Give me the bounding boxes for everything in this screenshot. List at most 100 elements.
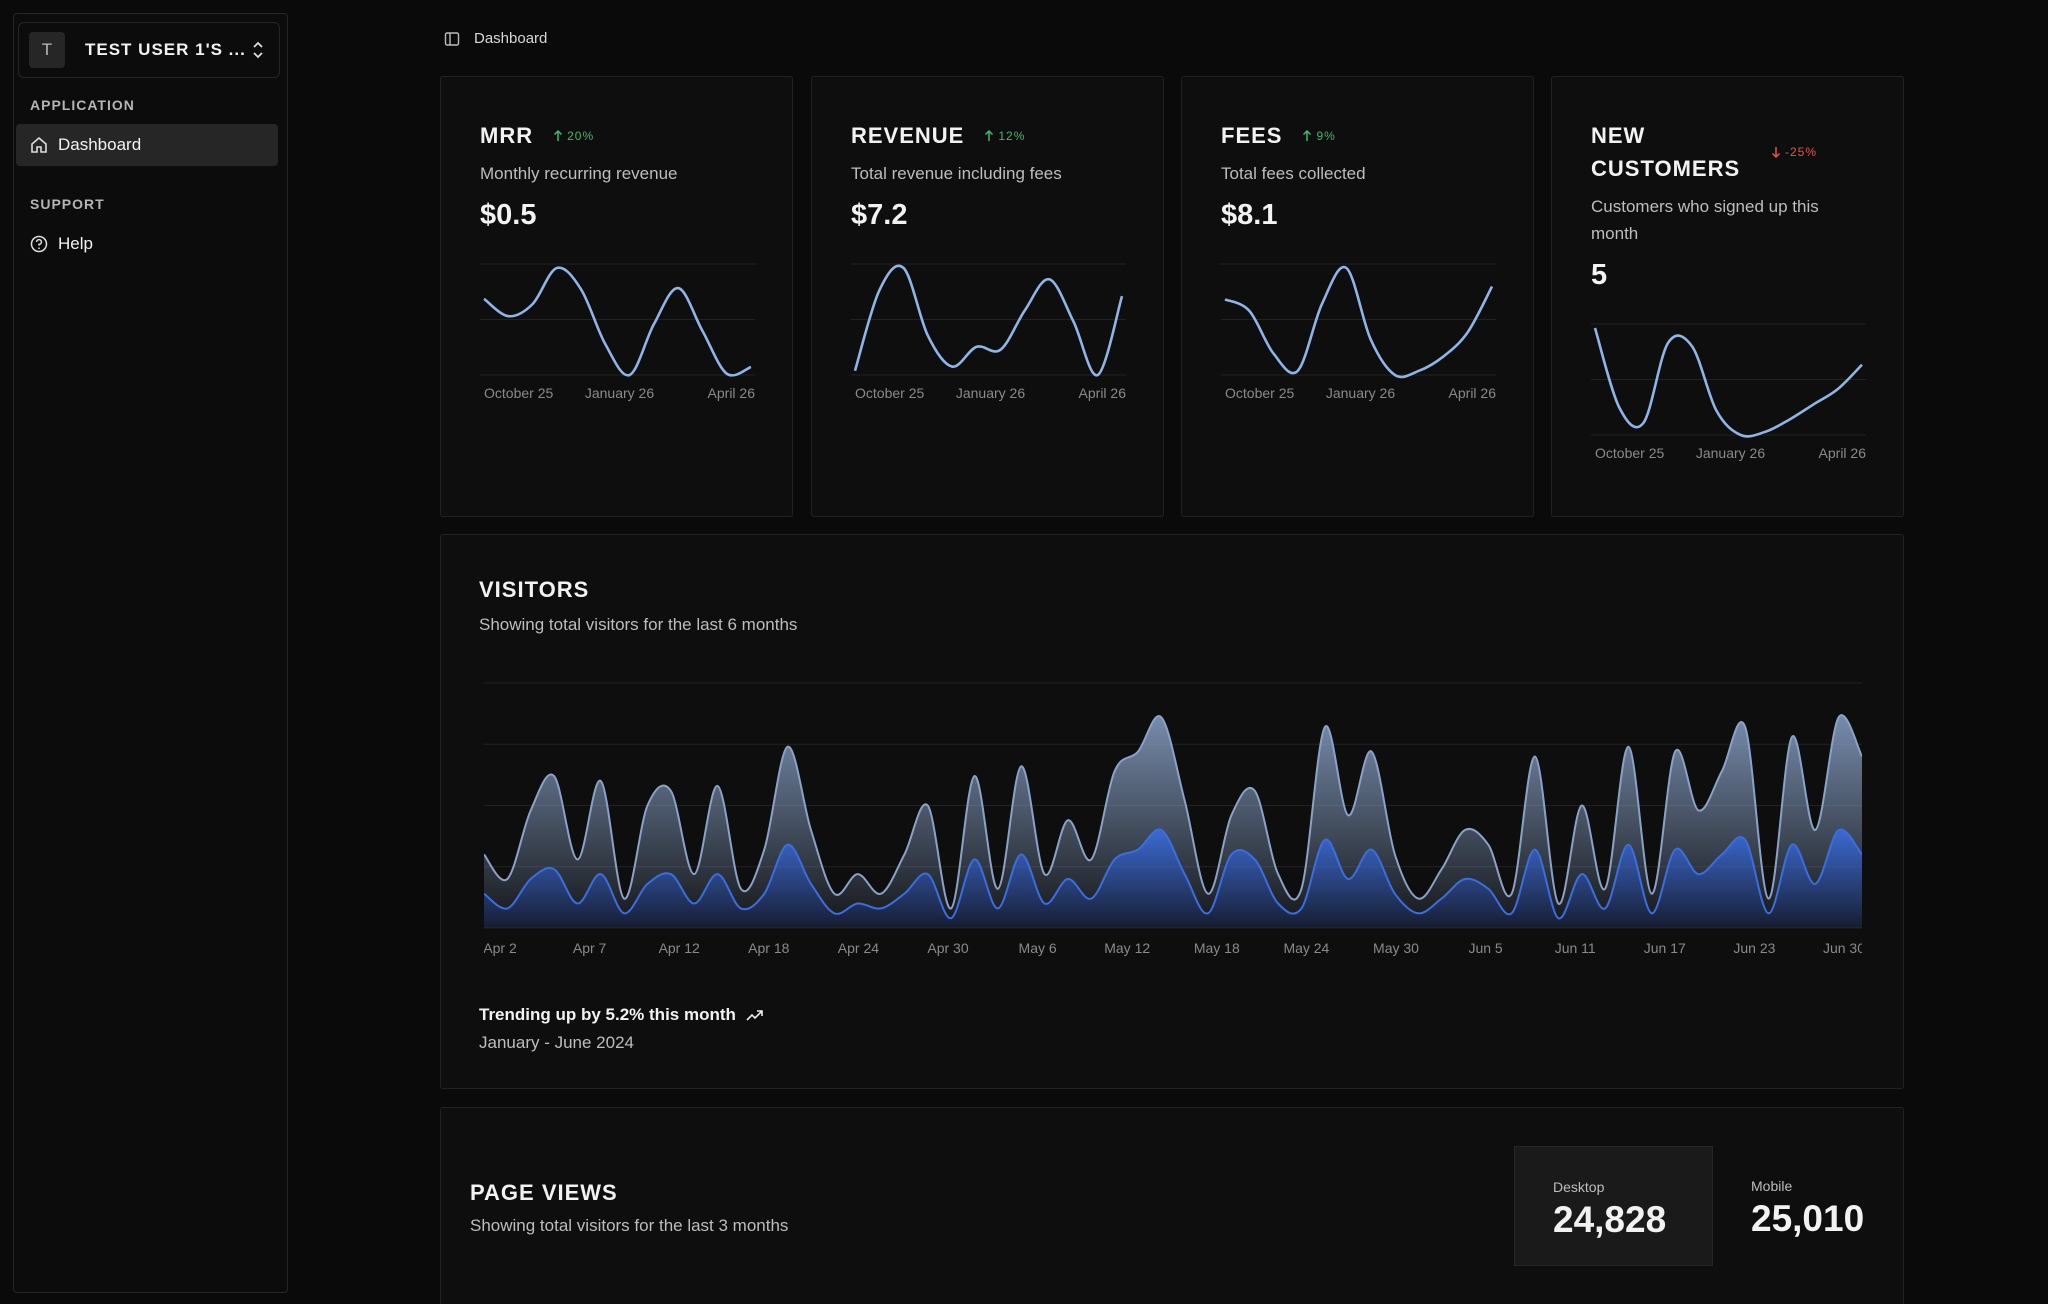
workspace-switcher[interactable]: T TEST USER 1'S ... [18,22,280,78]
nav-item[interactable]: Dashboard [16,124,278,166]
change-badge: 9% [1302,129,1335,143]
metric-value: $0.5 [480,199,537,231]
group-label: SUPPORT [30,196,105,212]
x-tick-label: May 30 [1373,940,1419,956]
x-tick-label: Apr 18 [748,940,789,956]
sparkline-chart: October 25 January 26 April 26 [480,263,755,401]
sparkline-chart: October 25 January 26 April 26 [1591,323,1867,461]
x-tick-label: Jun 5 [1468,940,1502,956]
x-tick-label: January 26 [1326,385,1395,401]
metric-value: $7.2 [851,199,908,231]
change-badge: -25% [1771,145,1817,159]
title-row: NEW CUSTOMERS -25% [1591,119,1864,185]
x-tick-label: October 25 [855,385,924,401]
help-icon [30,235,48,253]
arrow-shape [1771,147,1781,158]
card-subtitle: Monthly recurring revenue [480,164,678,183]
card-title: PAGE VIEWS [470,1180,618,1205]
x-tick-label: Jun 23 [1733,940,1775,956]
nav-item[interactable]: Help [16,223,278,265]
group-label: APPLICATION [30,97,135,113]
x-tick-label: October 25 [1595,445,1664,461]
workspace-name: TEST USER 1'S ... [85,40,246,59]
chevron-icon [253,41,263,59]
nav-label: Dashboard [58,135,142,154]
x-tick-label: January 26 [956,385,1025,401]
sparkline [483,266,752,377]
area-fill [484,715,1862,928]
card-subtitle: Showing total visitors for the last 3 mo… [470,1216,789,1235]
area-line [484,714,1862,910]
visitors-card: VISITORS Showing total visitors for the … [440,534,1904,1089]
x-tick-label: May 12 [1104,940,1150,956]
sparkline [853,264,1124,377]
stat-tile[interactable]: Mobile 25,010 [1713,1146,1903,1266]
metric-card: MRR 20% Monthly recurring revenue $0.5 Octob… [440,76,793,517]
card-title: NEW CUSTOMERS [1591,123,1741,181]
change-arrow [1303,129,1312,141]
trend-note: Trending up by 5.2% this month [479,1005,764,1025]
card-subtitle: Customers who signed up this month [1591,197,1819,243]
card-subtitle: Showing total visitors for the last 6 mo… [479,615,798,634]
sidebar: T TEST USER 1'S ... APPLICATION Dashboar… [13,13,288,1293]
metric-card: NEW CUSTOMERS -25% Customers who signed up… [1551,76,1904,517]
x-tick-label: January 26 [585,385,654,401]
stat-label: Mobile [1751,1178,1793,1194]
stat-tile[interactable]: Desktop 24,828 [1514,1146,1713,1266]
x-tick-label: Jun 30 [1823,940,1862,956]
area-fill [484,829,1862,928]
metric-value: 5 [1591,259,1608,291]
page-views-card: PAGE VIEWS Showing total visitors for th… [440,1107,1904,1304]
card-subtitle: Total revenue including fees [851,164,1062,183]
x-tick-label: Apr 30 [927,940,968,956]
stat-value: 24,828 [1553,1199,1667,1240]
home-icon [31,136,47,153]
title-row: REVENUE 12% [851,119,1124,152]
x-tick-label: May 6 [1019,940,1057,956]
change-badge: 12% [984,129,1025,143]
stat-label: Desktop [1553,1179,1605,1195]
change-arrow [554,129,563,141]
x-tick-label: Apr 2 [484,940,517,956]
change-value: 12% [998,128,1026,143]
x-tick-label: April 26 [1449,385,1497,401]
stat-value: 25,010 [1751,1198,1865,1239]
change-arrow [1771,147,1781,158]
arrow-shape [554,129,563,141]
x-tick-label: May 24 [1283,940,1329,956]
change-value: 20% [567,128,595,143]
x-tick-label: April 26 [1079,385,1127,401]
metric-card: REVENUE 12% Total revenue including fees $7… [811,76,1164,517]
trend-text: Trending up by 5.2% this month [479,1005,736,1024]
nav-label: Help [58,234,93,253]
x-tick-label: October 25 [484,385,553,401]
arrow-shape [985,129,994,141]
x-tick-label: October 25 [1225,385,1294,401]
visitors-chart: Apr 2 Apr 7 Apr 12 Apr 18 Apr 24 Apr 30 May 6 M… [484,682,1862,956]
x-tick-label: May 18 [1194,940,1240,956]
title-row: FEES 9% [1221,119,1494,152]
trend-icon [746,1010,763,1021]
metric-value: $8.1 [1221,199,1278,231]
area-line [484,828,1862,920]
card-title: VISITORS [479,577,590,602]
breadcrumb: Dashboard [444,30,547,47]
workspace-avatar: T [29,32,65,68]
card-title: FEES [1221,123,1283,148]
x-tick-label: Apr 12 [659,940,700,956]
arrow-shape [1303,129,1312,141]
title-row: MRR 20% [480,119,753,152]
x-tick-label: April 26 [1819,445,1867,461]
change-arrow [985,129,994,141]
sidebar-toggle-icon[interactable] [444,31,460,47]
sparkline-chart: October 25 January 26 April 26 [1221,263,1497,401]
breadcrumb-label: Dashboard [474,30,548,47]
sparkline-chart: October 25 January 26 April 26 [851,263,1127,401]
x-tick-label: Apr 7 [573,940,607,956]
x-tick-label: Jun 11 [1555,940,1596,956]
change-badge: 20% [553,129,594,143]
metric-card: FEES 9% Total fees collected $8.1 October 25… [1181,76,1534,517]
x-tick-label: Apr 24 [838,940,879,956]
card-title: MRR [480,123,534,148]
trend-period: January - June 2024 [479,1033,634,1052]
